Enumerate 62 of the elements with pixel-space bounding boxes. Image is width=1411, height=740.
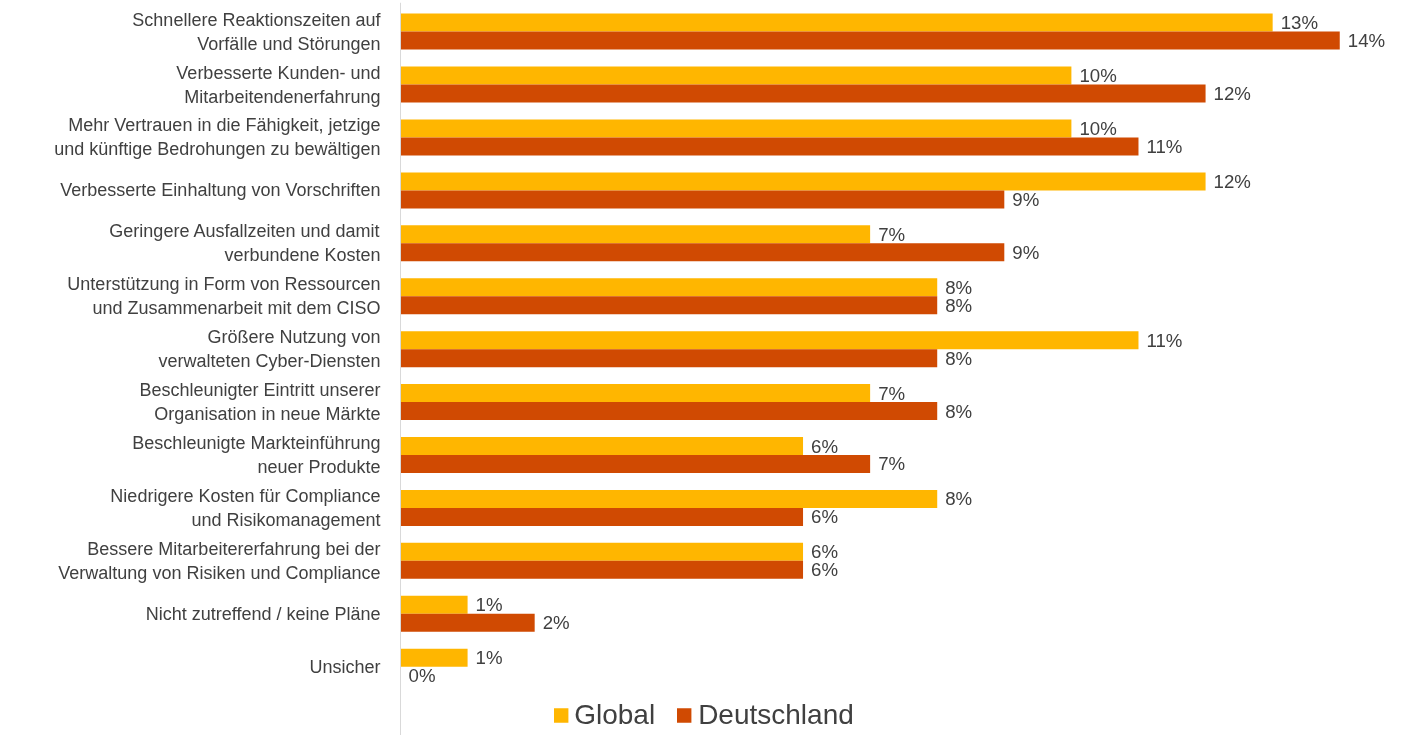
data-label: 6%	[811, 435, 839, 457]
bar	[400, 137, 1139, 156]
bar	[400, 331, 1139, 350]
bar	[400, 296, 938, 315]
y-tick-label: Bessere Mitarbeitererfahrung bei der Verwaltung von Risiken und Compliance	[58, 538, 381, 583]
bar	[400, 437, 804, 455]
bar	[400, 542, 804, 561]
data-label: 10%	[1079, 65, 1117, 87]
y-tick-label: Verbesserte Einhaltung von Vorschriften	[60, 180, 381, 201]
data-label: 7%	[878, 382, 906, 404]
bar	[400, 613, 535, 632]
y-tick-label: Beschleunigter Eintritt unserer Organisation in neue Märkte	[139, 380, 381, 425]
data-label: 12%	[1213, 83, 1251, 105]
data-label: 9%	[1012, 241, 1040, 263]
data-label: 1%	[475, 647, 503, 669]
data-label: 10%	[1079, 117, 1117, 139]
bar	[400, 349, 938, 368]
data-label: 6%	[811, 506, 839, 528]
bar	[400, 31, 1340, 50]
bar	[400, 278, 938, 297]
data-label: 8%	[945, 488, 973, 510]
data-label: 11%	[1146, 135, 1183, 157]
data-label: 8%	[945, 400, 973, 422]
bar	[400, 66, 1072, 85]
data-label: 13%	[1280, 12, 1319, 34]
bar	[400, 243, 1005, 262]
bar	[400, 560, 804, 579]
y-tick-label: Größere Nutzung von verwalteten Cyber-Diensten	[158, 327, 381, 372]
legend-label: Global	[574, 699, 656, 731]
y-tick-label: Niedrigere Kosten für Compliance und Risikomanagement	[110, 485, 381, 530]
data-label: 9%	[1012, 188, 1040, 210]
data-label: 2%	[542, 612, 570, 634]
bar	[400, 595, 468, 614]
legend-label: Deutschland	[698, 699, 854, 731]
y-tick-label: Schnellere Reaktionszeiten auf Vorfälle und Störungen	[132, 9, 382, 54]
bar	[400, 455, 871, 473]
bar	[400, 119, 1072, 138]
data-label: 7%	[878, 223, 906, 245]
bar	[400, 190, 1005, 209]
bar	[400, 384, 871, 403]
y-tick-label: Unterstützung in Form von Ressourcen und Zusammenarbeit mit dem CISO	[67, 274, 381, 319]
data-label: 12%	[1213, 170, 1251, 192]
y-tick-label: Geringere Ausfallzeiten und damit verbundene Kosten	[109, 221, 381, 266]
bar	[400, 225, 871, 244]
bar	[400, 489, 938, 508]
bar	[400, 402, 938, 421]
bar	[400, 648, 468, 667]
y-tick-label: Mehr Vertrauen in die Fähigkeit, jetzige und künftige Bedrohungen zu bewältigen	[54, 115, 381, 160]
data-label: 14%	[1347, 30, 1386, 52]
bar	[400, 172, 1206, 191]
y-tick-label: Unsicher	[309, 656, 381, 677]
y-tick-label: Verbesserte Kunden- und Mitarbeitendenerfahrung	[176, 62, 381, 107]
y-tick-label: Beschleunigte Markteinführung neuer Produkte	[132, 433, 381, 477]
bar	[400, 13, 1273, 32]
data-label: 0%	[408, 665, 436, 687]
data-label: 8%	[945, 347, 973, 369]
data-label: 11%	[1146, 329, 1183, 351]
y-tick-label: Nicht zutreffend / keine Pläne	[145, 603, 381, 624]
data-label: 7%	[878, 453, 906, 475]
data-label: 1%	[475, 594, 503, 616]
bar	[400, 84, 1206, 103]
bar	[400, 507, 804, 526]
